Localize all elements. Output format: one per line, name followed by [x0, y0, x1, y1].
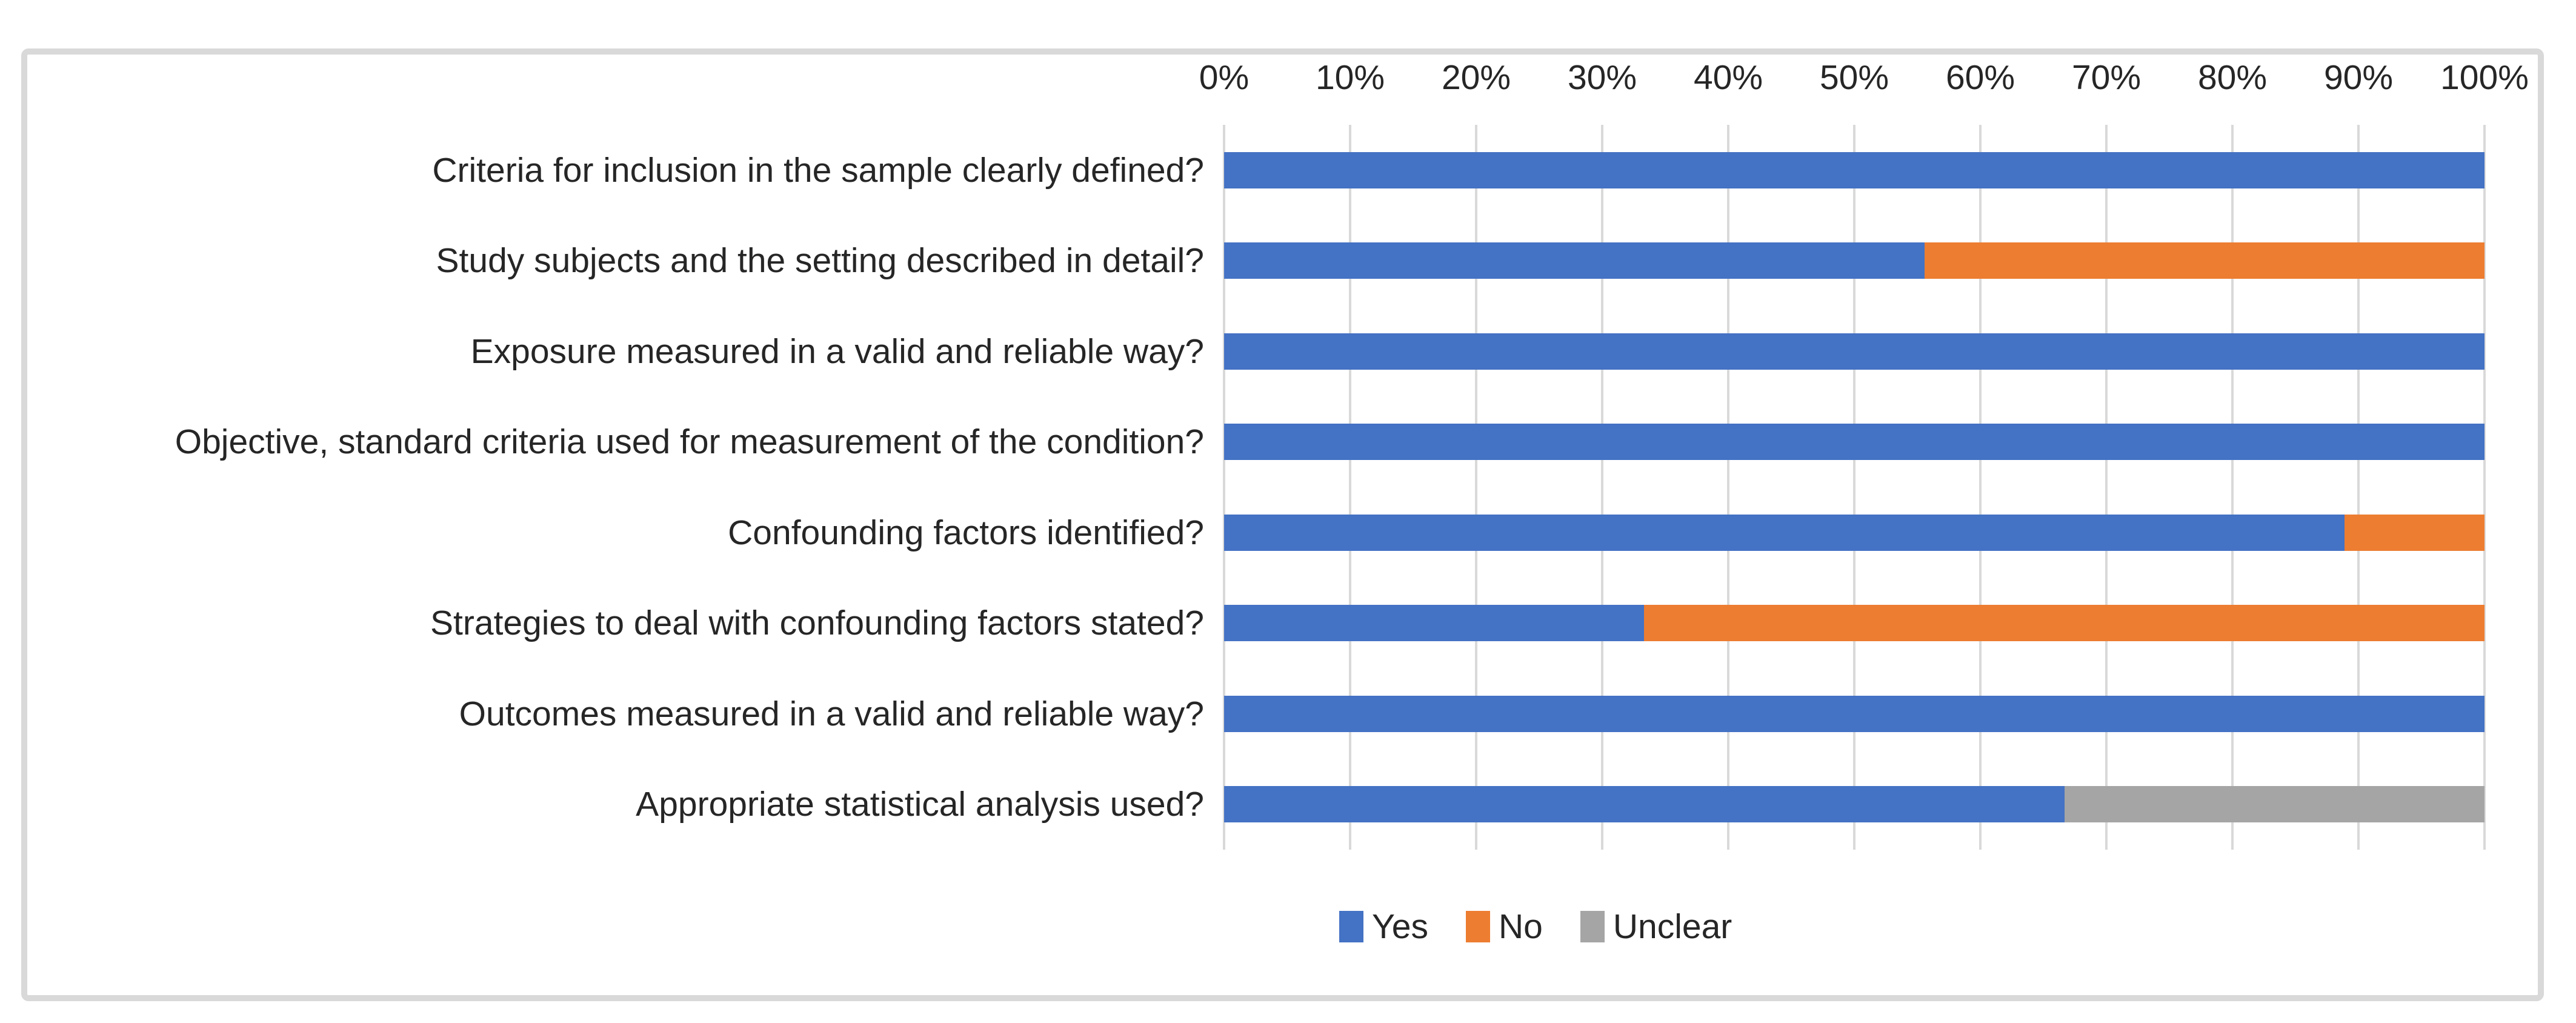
bar-rows [1224, 125, 2484, 850]
legend-swatch-icon [1339, 911, 1363, 942]
bar-segment-no [1925, 242, 2484, 279]
category-axis: Criteria for inclusion in the sample cle… [27, 55, 1204, 995]
quality-appraisal-chart: 0% 10% 20% 30% 40% 50% 60% 70% 80% 90% 100% Criter… [27, 55, 2538, 995]
gridline [1475, 125, 1477, 850]
gridline [1349, 125, 1351, 850]
bar-row [1224, 125, 2484, 216]
chart-frame: 0% 10% 20% 30% 40% 50% 60% 70% 80% 90% 100% Criter… [21, 48, 2544, 1001]
axis-tick-label: 50% [1819, 58, 1889, 97]
plot-area [1223, 125, 2486, 850]
legend-swatch-icon [1466, 911, 1490, 942]
bar-row [1224, 216, 2484, 307]
bar-segment-yes [1224, 695, 2484, 732]
axis-tick-label: 90% [2323, 58, 2394, 97]
bar-segment-yes [1224, 333, 2484, 370]
bar-stack [1224, 605, 2484, 642]
bar-segment-unclear [2065, 786, 2484, 823]
legend: Yes No Unclear [1339, 905, 1732, 948]
axis-tick-label: 30% [1567, 58, 1637, 97]
gridline [1979, 125, 1982, 850]
category-label: Objective, standard criteria used for me… [175, 422, 1204, 462]
bar-row [1224, 578, 2484, 669]
bar-segment-yes [1224, 424, 2484, 461]
legend-label: Unclear [1612, 907, 1732, 946]
bar-stack [1224, 152, 2484, 188]
axis-tick-label: 100% [2440, 58, 2529, 97]
bar-row [1224, 306, 2484, 397]
category-label: Exposure measured in a valid and reliabl… [470, 332, 1204, 371]
bar-stack [1224, 695, 2484, 732]
gridline [2231, 125, 2234, 850]
bar-stack [1224, 333, 2484, 370]
category-label: Strategies to deal with confounding fact… [430, 604, 1204, 643]
bar-row [1224, 397, 2484, 488]
gridline [1727, 125, 1729, 850]
percentage-axis: 0% 10% 20% 30% 40% 50% 60% 70% 80% 90% 100% [27, 59, 2538, 96]
bar-stack [1224, 242, 2484, 279]
axis-tick-label: 80% [2197, 58, 2268, 97]
legend-item-unclear: Unclear [1580, 907, 1732, 947]
bar-segment-no [1643, 605, 2484, 642]
axis-tick-label: 40% [1693, 58, 1763, 97]
bar-segment-yes [1224, 514, 2345, 551]
bar-stack [1224, 514, 2484, 551]
bar-stack [1224, 786, 2484, 823]
bar-row [1224, 487, 2484, 578]
legend-item-no: No [1466, 907, 1543, 947]
legend-label: No [1499, 907, 1543, 946]
category-label: Confounding factors identified? [728, 513, 1204, 552]
bar-segment-yes [1224, 786, 2065, 823]
axis-tick-label: 10% [1315, 58, 1385, 97]
axis-tick-label: 60% [1945, 58, 2015, 97]
bar-stack [1224, 424, 2484, 461]
bar-row [1224, 668, 2484, 759]
axis-tick-label: 0% [1199, 58, 1250, 97]
gridline [2105, 125, 2108, 850]
bar-segment-yes [1224, 242, 1925, 279]
gridline [2357, 125, 2360, 850]
gridline [1601, 125, 1603, 850]
category-label: Criteria for inclusion in the sample cle… [432, 150, 1204, 190]
category-label: Appropriate statistical analysis used? [636, 785, 1204, 824]
legend-item-yes: Yes [1339, 907, 1428, 947]
gridline [1223, 125, 1225, 850]
bar-segment-no [2345, 514, 2484, 551]
legend-swatch-icon [1580, 911, 1605, 942]
legend-label: Yes [1372, 907, 1428, 946]
bar-segment-yes [1224, 605, 1644, 642]
bar-segment-yes [1224, 152, 2484, 188]
category-label: Outcomes measured in a valid and reliabl… [459, 694, 1204, 733]
axis-tick-label: 20% [1441, 58, 1511, 97]
bar-row [1224, 759, 2484, 850]
gridline [1853, 125, 1855, 850]
gridline [2483, 125, 2486, 850]
axis-tick-label: 70% [2071, 58, 2142, 97]
category-label: Study subjects and the setting described… [436, 241, 1204, 281]
